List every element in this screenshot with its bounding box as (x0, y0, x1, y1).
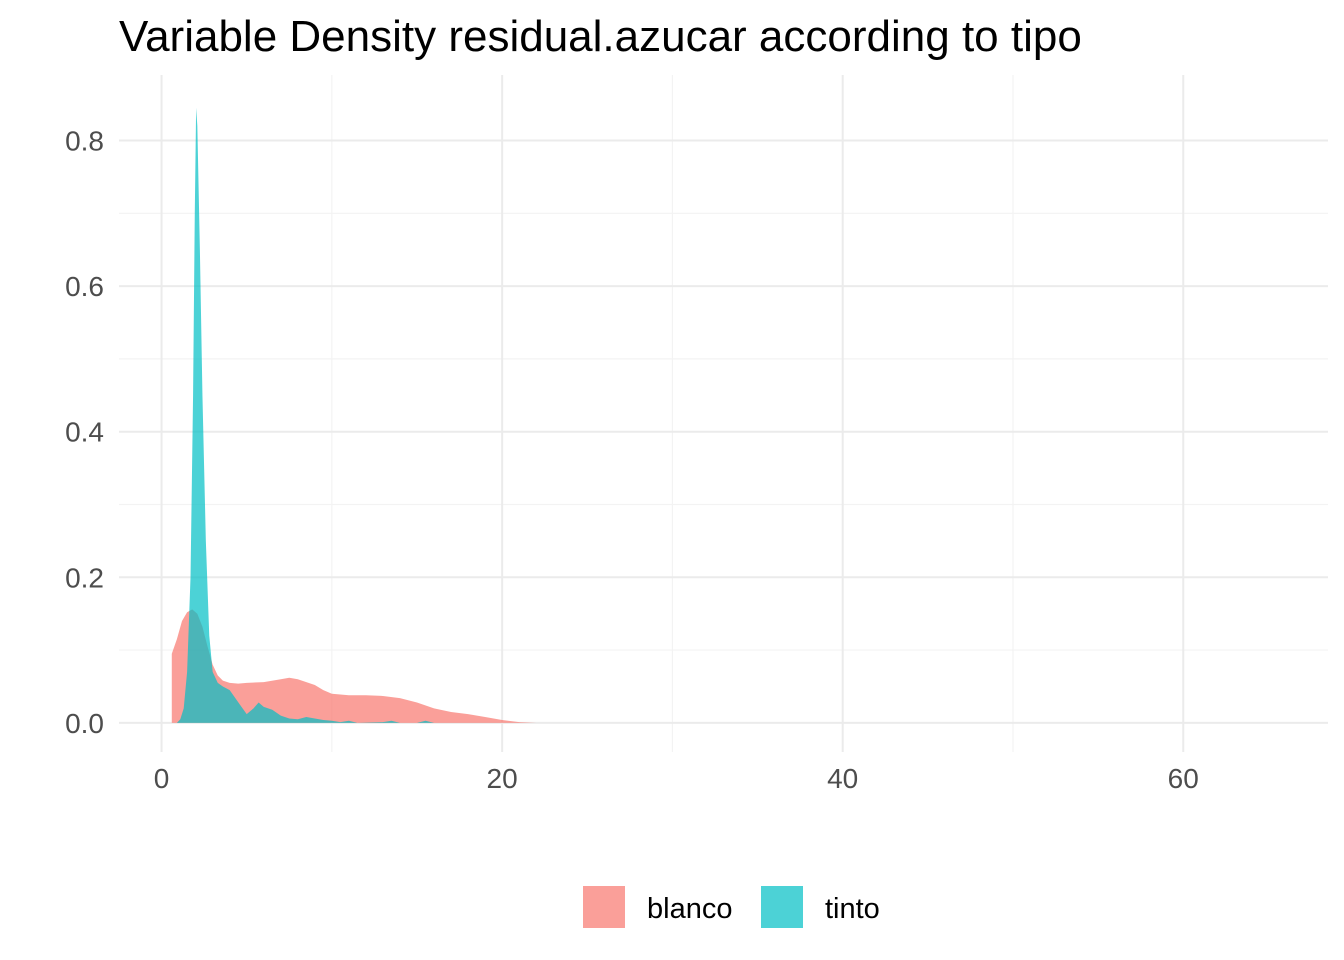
y-tick-label: 0.6 (65, 271, 104, 302)
y-tick-label: 0.2 (65, 562, 104, 593)
minor-gridlines-x (331, 75, 1014, 752)
y-tick-label: 0.8 (65, 126, 104, 157)
density-areas (171, 107, 537, 723)
legend-key-tinto (761, 886, 803, 928)
minor-gridlines-y (119, 212, 1328, 651)
x-axis-tick-labels: 0 20 40 60 (154, 763, 1199, 794)
x-tick-label: 20 (487, 763, 518, 794)
density-area-blanco (171, 609, 537, 723)
chart-title: Variable Density residual.azucar accordi… (119, 12, 1082, 61)
y-tick-label: 0.4 (65, 417, 104, 448)
y-tick-label: 0.0 (65, 708, 104, 739)
legend: blanco tinto (583, 886, 880, 928)
x-tick-label: 60 (1168, 763, 1199, 794)
x-tick-label: 40 (827, 763, 858, 794)
legend-key-blanco (583, 886, 625, 928)
x-tick-label: 0 (154, 763, 170, 794)
y-axis-tick-labels: 0.0 0.2 0.4 0.6 0.8 (65, 126, 104, 739)
density-area-tinto (176, 107, 435, 723)
legend-label-tinto: tinto (825, 893, 880, 925)
major-gridlines-y (119, 139, 1328, 724)
legend-label-blanco: blanco (647, 893, 732, 925)
major-gridlines-x (160, 75, 1185, 752)
